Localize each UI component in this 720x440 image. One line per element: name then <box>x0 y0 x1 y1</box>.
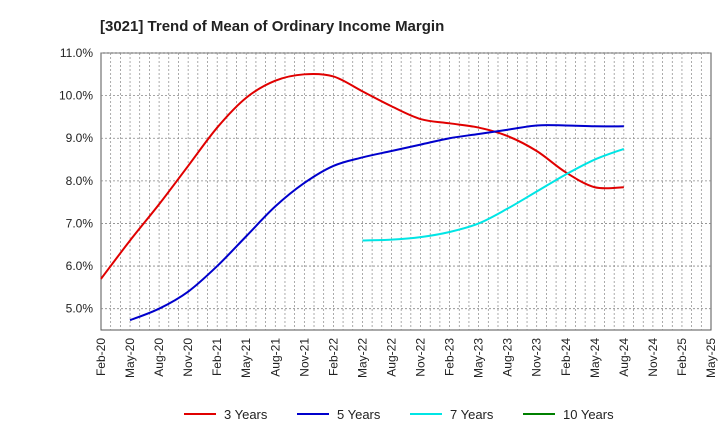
series-line-3-years <box>100 72 624 280</box>
y-tick-label: 5.0% <box>66 302 94 316</box>
series-line-7-years <box>362 147 625 242</box>
x-tick-label: Aug-22 <box>384 338 398 377</box>
x-tick-label: Nov-20 <box>181 338 195 377</box>
x-tick-label: May-24 <box>588 338 602 378</box>
x-tick-label: May-21 <box>239 338 253 378</box>
x-tick-label: Nov-22 <box>414 338 428 377</box>
y-tick-label: 6.0% <box>66 259 94 273</box>
y-gridlines <box>101 52 711 310</box>
chart-title: [3021] Trend of Mean of Ordinary Income … <box>100 18 444 35</box>
x-tick-label: Feb-21 <box>210 338 224 376</box>
x-tick-label: Aug-23 <box>501 338 515 377</box>
x-tick-label: Nov-23 <box>530 338 544 377</box>
y-tick-label: 8.0% <box>66 174 94 188</box>
series-line-5-years <box>129 124 624 322</box>
legend-label-7-years: 7 Years <box>450 407 494 422</box>
x-tick-label: May-25 <box>704 338 718 378</box>
y-tick-labels: 5.0% 6.0% 7.0% 8.0% 9.0% 10.0% 11.0% <box>59 46 93 316</box>
plot-area <box>100 52 712 331</box>
x-tick-label: May-23 <box>472 338 486 378</box>
y-tick-label: 11.0% <box>60 46 93 60</box>
legend-label-10-years: 10 Years <box>563 407 614 422</box>
y-tick-label: 10.0% <box>59 89 93 103</box>
x-tick-label: Feb-24 <box>559 338 573 376</box>
x-tick-label: Nov-21 <box>297 338 311 377</box>
x-tick-label: Aug-24 <box>617 338 631 377</box>
plot-frame <box>100 52 712 331</box>
legend-label-3-years: 3 Years <box>224 407 268 422</box>
x-tick-label: Feb-20 <box>94 338 108 376</box>
x-tick-label: Nov-24 <box>646 338 660 377</box>
series-lines <box>100 72 625 322</box>
x-tick-label: May-22 <box>355 338 369 378</box>
x-tick-label: Feb-25 <box>675 338 689 376</box>
y-tick-label: 7.0% <box>66 216 94 230</box>
x-tick-label: Aug-21 <box>268 338 282 377</box>
legend: 3 Years 5 Years 7 Years 10 Years <box>184 407 614 422</box>
legend-label-5-years: 5 Years <box>337 407 381 422</box>
x-tick-label: Aug-20 <box>152 338 166 377</box>
x-tick-label: Feb-22 <box>326 338 340 376</box>
x-tick-labels: Feb-20 May-20 Aug-20 Nov-20 Feb-21 May-21 Aug-… <box>94 338 718 378</box>
y-tick-label: 9.0% <box>66 131 94 145</box>
x-tick-label: Feb-23 <box>443 338 457 376</box>
x-tick-label: May-20 <box>123 338 137 378</box>
